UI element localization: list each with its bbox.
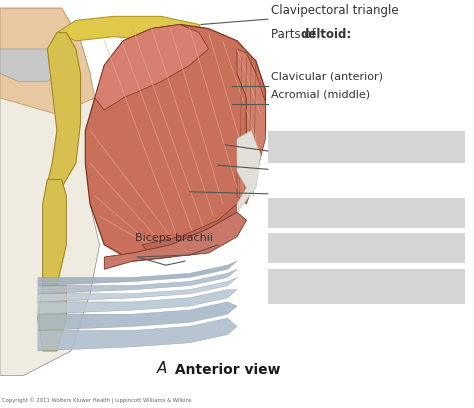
Bar	[268, 269, 465, 304]
Polygon shape	[38, 269, 237, 294]
Polygon shape	[57, 16, 204, 41]
Text: Acromial (middle): Acromial (middle)	[271, 90, 370, 100]
Polygon shape	[95, 24, 209, 110]
Text: deltoid:: deltoid:	[301, 28, 352, 41]
Polygon shape	[43, 180, 66, 286]
Polygon shape	[38, 286, 66, 351]
Bar	[268, 233, 465, 263]
Text: Anterior view: Anterior view	[170, 364, 280, 377]
Polygon shape	[142, 204, 237, 257]
Text: Clavipectoral triangle: Clavipectoral triangle	[271, 4, 399, 17]
Polygon shape	[38, 277, 237, 302]
Polygon shape	[104, 212, 246, 269]
Polygon shape	[237, 49, 265, 204]
Text: Copyright © 2011 Wolters Kluwer Health | Lippincott Williams & Wilkins: Copyright © 2011 Wolters Kluwer Health |…	[2, 398, 192, 404]
Polygon shape	[38, 290, 237, 314]
Text: A: A	[156, 361, 167, 376]
Polygon shape	[38, 318, 237, 351]
Text: Biceps brachii: Biceps brachii	[135, 233, 213, 243]
Bar	[268, 198, 465, 228]
Polygon shape	[237, 131, 261, 212]
Polygon shape	[0, 49, 66, 82]
Polygon shape	[0, 8, 95, 114]
Text: Clavicular (anterior): Clavicular (anterior)	[271, 71, 383, 82]
Polygon shape	[38, 302, 237, 330]
Polygon shape	[47, 33, 81, 188]
Polygon shape	[85, 24, 265, 261]
Text: Parts of: Parts of	[271, 28, 319, 41]
Polygon shape	[38, 261, 237, 286]
Polygon shape	[0, 8, 100, 375]
Bar	[268, 131, 465, 163]
